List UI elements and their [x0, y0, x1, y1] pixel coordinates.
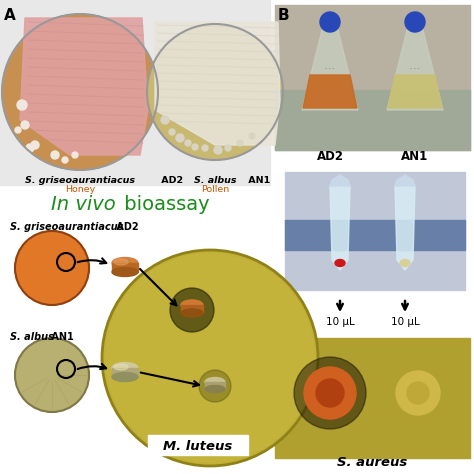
Text: S. albus: S. albus — [10, 332, 54, 342]
Text: AN1: AN1 — [245, 176, 270, 185]
Circle shape — [161, 116, 169, 124]
Circle shape — [407, 382, 429, 404]
Ellipse shape — [205, 377, 225, 386]
Text: AN1: AN1 — [48, 332, 74, 342]
Text: AN1: AN1 — [401, 150, 428, 163]
Bar — [275, 338, 470, 458]
Circle shape — [72, 152, 78, 158]
Circle shape — [185, 140, 191, 146]
Ellipse shape — [112, 267, 138, 276]
Ellipse shape — [112, 373, 138, 382]
Text: A: A — [4, 8, 16, 23]
Text: S. albus: S. albus — [194, 176, 236, 185]
Circle shape — [26, 144, 34, 152]
Circle shape — [294, 357, 366, 429]
Polygon shape — [303, 75, 357, 108]
Circle shape — [169, 129, 175, 135]
Ellipse shape — [181, 309, 203, 317]
Text: Pollen: Pollen — [201, 185, 229, 194]
Text: B: B — [278, 8, 290, 23]
Polygon shape — [330, 175, 350, 186]
Text: AD2: AD2 — [113, 222, 138, 232]
Ellipse shape — [205, 385, 225, 392]
Bar — [0, 0, 270, 185]
Circle shape — [147, 24, 283, 160]
Bar — [112, 263, 138, 272]
Circle shape — [405, 12, 425, 32]
Text: - - -: - - - — [325, 66, 335, 71]
Text: In vivo: In vivo — [51, 195, 116, 214]
Text: S. griseoaurantiacus: S. griseoaurantiacus — [25, 176, 135, 185]
Circle shape — [214, 146, 222, 154]
Text: AD2: AD2 — [317, 150, 344, 163]
Text: - - -: - - - — [410, 66, 420, 71]
Circle shape — [51, 151, 59, 159]
Text: Honey: Honey — [65, 185, 95, 194]
Text: S. griseoaurantiacus: S. griseoaurantiacus — [10, 222, 124, 232]
Bar — [181, 305, 203, 313]
Circle shape — [15, 231, 89, 305]
Ellipse shape — [114, 364, 128, 370]
Circle shape — [237, 140, 243, 146]
Circle shape — [17, 100, 27, 110]
Bar — [275, 5, 470, 150]
Polygon shape — [302, 30, 358, 110]
Ellipse shape — [335, 259, 345, 266]
Circle shape — [249, 133, 255, 139]
Bar — [205, 382, 225, 389]
Bar — [409, 27, 421, 35]
Bar — [275, 90, 470, 150]
Polygon shape — [20, 18, 148, 155]
Circle shape — [62, 157, 68, 163]
Circle shape — [304, 367, 356, 419]
Text: AD2: AD2 — [158, 176, 183, 185]
Polygon shape — [395, 175, 415, 186]
Bar — [148, 435, 248, 455]
Bar — [285, 172, 465, 290]
Polygon shape — [395, 186, 415, 270]
Text: bioassay: bioassay — [118, 195, 210, 214]
Ellipse shape — [114, 259, 128, 265]
Circle shape — [15, 338, 89, 412]
Bar — [112, 368, 138, 377]
Circle shape — [199, 370, 231, 402]
Circle shape — [170, 288, 214, 332]
Circle shape — [106, 254, 314, 462]
Polygon shape — [387, 30, 443, 110]
Circle shape — [316, 379, 344, 407]
Polygon shape — [388, 75, 442, 108]
Circle shape — [225, 145, 231, 151]
Ellipse shape — [112, 363, 138, 374]
Circle shape — [320, 12, 340, 32]
Circle shape — [15, 127, 21, 133]
Ellipse shape — [112, 257, 138, 268]
Circle shape — [21, 121, 29, 129]
Text: 10 μL: 10 μL — [326, 317, 355, 327]
Circle shape — [102, 250, 318, 466]
Text: 10 μL: 10 μL — [391, 317, 419, 327]
Polygon shape — [155, 22, 280, 145]
Ellipse shape — [181, 300, 203, 310]
Circle shape — [192, 144, 198, 150]
Bar — [324, 27, 336, 35]
Circle shape — [176, 134, 184, 142]
Ellipse shape — [400, 259, 410, 266]
Bar — [285, 220, 465, 250]
Circle shape — [2, 14, 158, 170]
Text: M. luteus: M. luteus — [164, 439, 233, 453]
Polygon shape — [330, 186, 350, 270]
Text: S. aureus: S. aureus — [337, 456, 407, 469]
Circle shape — [202, 145, 208, 151]
Circle shape — [396, 371, 440, 415]
Circle shape — [31, 141, 39, 149]
